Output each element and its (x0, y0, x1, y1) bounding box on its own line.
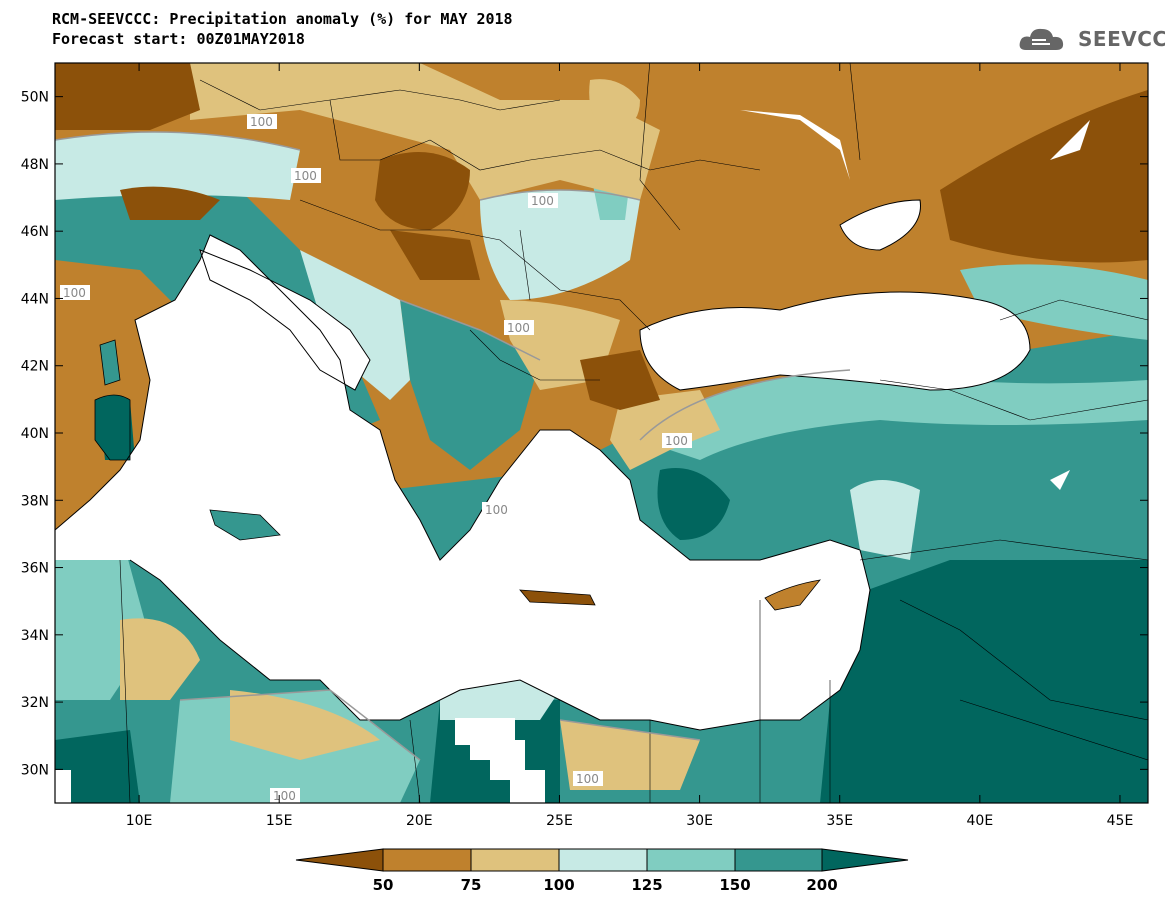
contour-label-france: 100 (63, 286, 86, 300)
contour-label-bg (573, 771, 603, 786)
contour-label-egypt: 100 (576, 772, 599, 786)
field-lightteal-adriatic (300, 250, 410, 400)
field-darkbrown-russia (940, 90, 1148, 263)
sicily-island (209, 509, 281, 541)
field-tan-poland-spot (589, 79, 640, 130)
mediterranean-sea (55, 235, 870, 730)
nodata-spot-iraq (1050, 470, 1070, 490)
lat-tick-label: 46N (21, 224, 49, 240)
lon-tick-label: 25E (546, 813, 573, 829)
contour-label-alps: 100 (250, 115, 273, 129)
contour-label-hungary: 100 (531, 194, 554, 208)
azov-coastline (839, 199, 921, 251)
sea-of-azov (840, 200, 921, 250)
colorbar-75-100 (470, 848, 560, 872)
contour-label-bg (504, 320, 534, 335)
field-deep-teal-algeria (55, 730, 140, 803)
latitude-axis: 50N 48N 46N 44N 42N 40N 38N 36N 34N 32N 30N (21, 90, 1148, 778)
colorbar-50-75 (382, 848, 472, 872)
lat-tick-label: 34N (21, 628, 49, 644)
lat-tick-label: 40N (21, 426, 49, 442)
lat-tick-label: 44N (21, 291, 49, 307)
seevccc-logo-text: SEEVCCC (1078, 27, 1165, 51)
sardinia-island (94, 394, 131, 461)
lon-tick-label: 30E (686, 813, 713, 829)
colorbar-below-50 (295, 848, 384, 872)
contour-label-bg (528, 193, 558, 208)
field-darkbrown-alps (120, 186, 220, 220)
seevccc-cloud-logo-icon (1019, 28, 1064, 50)
nodata-patch-libya (455, 718, 545, 803)
field-deep-teal-levant (820, 560, 1148, 803)
lat-tick-label: 48N (21, 157, 49, 173)
field-deep-teal-anatolia (657, 468, 730, 540)
lat-tick-label: 38N (21, 493, 49, 509)
lon-tick-label: 15E (266, 813, 293, 829)
colorbar: 50 75 100 125 150 200 (295, 848, 909, 894)
contour-label-greece: 100 (485, 503, 508, 517)
field-tan-west-anatolia (610, 390, 720, 470)
adriatic-coastline (199, 249, 371, 391)
lon-tick-label: 35E (826, 813, 853, 829)
contour-label-bg (482, 502, 512, 517)
colorbar-label-150: 150 (719, 876, 750, 894)
black-sea (640, 292, 1030, 390)
map-title: RCM-SEEVCCC: Precipitation anomaly (%) f… (52, 10, 513, 28)
contour-100-lines (55, 131, 851, 761)
field-darkbrown-thrace (580, 350, 660, 410)
field-lightteal-taurus (850, 480, 920, 560)
lon-tick-label: 20E (406, 813, 433, 829)
cyprus-island (764, 579, 821, 611)
lat-tick-label: 50N (21, 90, 49, 106)
colorbar-100-125 (558, 848, 648, 872)
colorbar-label-50: 50 (373, 876, 394, 894)
colorbar-label-125: 125 (631, 876, 662, 894)
longitude-axis: 10E 15E 20E 25E 30E 35E 40E 45E (126, 63, 1134, 829)
nodata-streak-russia (1050, 120, 1090, 160)
contour-label-bg (291, 168, 321, 183)
colorbar-above-200 (821, 848, 909, 872)
contour-label-anatolia: 100 (665, 434, 688, 448)
field-tan-central-europe (190, 63, 660, 200)
lon-tick-label: 45E (1107, 813, 1134, 829)
lat-tick-label: 36N (21, 561, 49, 577)
lon-tick-label: 40E (967, 813, 994, 829)
colorbar-label-75: 75 (461, 876, 482, 894)
country-borders (119, 63, 1148, 803)
lat-tick-label: 32N (21, 695, 49, 711)
contour-label-bg (270, 788, 300, 803)
lat-tick-label: 30N (21, 762, 49, 778)
colorbar-125-150 (646, 848, 736, 872)
contour-label-bg (247, 114, 277, 129)
lat-tick-label: 42N (21, 359, 49, 375)
adriatic-sea (200, 250, 370, 390)
field-darkbrown-hungary (375, 152, 470, 230)
contour-label-bg (60, 285, 90, 300)
nodata-patch-west (55, 770, 71, 803)
contour-label-bulgaria: 100 (507, 321, 530, 335)
crete-island (519, 589, 596, 606)
colorbar-150-200 (734, 848, 823, 872)
anomaly-field (55, 63, 1148, 803)
contour-labels: 100 100 100 100 100 100 100 100 100 (60, 114, 692, 803)
field-darkbrown-france (55, 63, 200, 130)
colorbar-label-100: 100 (543, 876, 574, 894)
mediterranean-coastline (55, 234, 871, 731)
colorbar-label-200: 200 (806, 876, 837, 894)
field-tan-tunisia (230, 690, 380, 760)
field-lightteal-alps (55, 132, 300, 200)
field-tan-algeria (120, 618, 200, 700)
field-darkbrown-serbia (390, 230, 480, 280)
contour-label-bg (662, 433, 692, 448)
black-sea-coastline (639, 291, 1031, 391)
contour-label-austria: 100 (294, 169, 317, 183)
corsica-island (99, 339, 121, 386)
field-teal-anatolia-north (640, 370, 1148, 460)
lon-tick-label: 10E (126, 813, 153, 829)
contour-label-tunisia: 100 (273, 789, 296, 803)
forecast-start-label: Forecast start: 00Z01MAY2018 (52, 30, 305, 48)
